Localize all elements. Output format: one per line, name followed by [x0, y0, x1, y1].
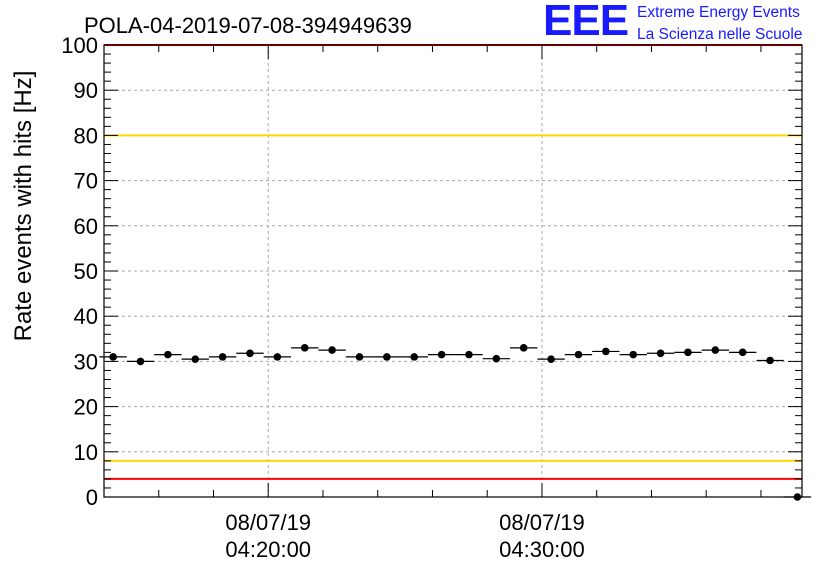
- data-point: [328, 346, 336, 354]
- data-point: [711, 346, 720, 354]
- y-axis-label: Rate events with hits [Hz]: [10, 71, 37, 342]
- data-point: [465, 350, 473, 359]
- y-tick-label: 0: [86, 485, 98, 510]
- axes: 010203040506070809010008/07/1904:20:0008…: [61, 33, 803, 562]
- data-point: [656, 349, 665, 358]
- data-point: [602, 347, 610, 356]
- y-tick-label: 60: [74, 214, 98, 239]
- logo-text-line2: La Scienza nelle Scuole: [637, 26, 803, 43]
- data-point: [738, 348, 747, 357]
- data-point: [246, 349, 254, 358]
- x-tick-label-time: 04:20:00: [225, 537, 311, 562]
- x-tick-label-time: 04:30:00: [499, 537, 585, 562]
- y-tick-label: 40: [74, 304, 98, 329]
- data-point: [684, 348, 692, 357]
- y-tick-label: 100: [61, 33, 98, 58]
- data-point: [164, 350, 172, 359]
- data-point: [492, 354, 501, 363]
- y-tick-label: 10: [74, 440, 98, 465]
- data-point: [574, 350, 583, 359]
- data-point: [519, 344, 528, 352]
- reference-lines: [104, 44, 802, 480]
- y-tick-label: 80: [74, 123, 98, 148]
- grid-layer: [104, 45, 802, 497]
- data-point: [437, 350, 446, 359]
- data-point: [383, 353, 391, 361]
- eee-logo-mark: EEE: [543, 0, 629, 45]
- data-point: [218, 353, 227, 361]
- eee-logo: EEE Extreme Energy Events La Scienza nel…: [543, 0, 833, 48]
- data-point: [273, 353, 282, 361]
- data-point: [300, 344, 309, 352]
- y-tick-label: 20: [74, 395, 98, 420]
- chart-title: POLA-04-2019-07-08-394949639: [84, 13, 412, 38]
- data-point: [629, 350, 638, 359]
- data-point: [410, 353, 419, 361]
- data-point: [136, 357, 145, 366]
- y-tick-label: 70: [74, 169, 98, 194]
- data-point: [191, 355, 200, 363]
- data-point: [766, 356, 774, 365]
- y-tick-label: 50: [74, 259, 98, 284]
- y-tick-label: 90: [74, 78, 98, 103]
- data-point: [109, 353, 117, 361]
- y-tick-label: 30: [74, 349, 98, 374]
- logo-text-line1: Extreme Energy Events: [637, 4, 800, 21]
- data-point: [547, 355, 555, 363]
- data-point: [355, 353, 364, 361]
- x-tick-label-date: 08/07/19: [225, 510, 311, 535]
- data-point: [793, 493, 802, 501]
- data-points: [99, 344, 812, 501]
- x-tick-label-date: 08/07/19: [499, 510, 585, 535]
